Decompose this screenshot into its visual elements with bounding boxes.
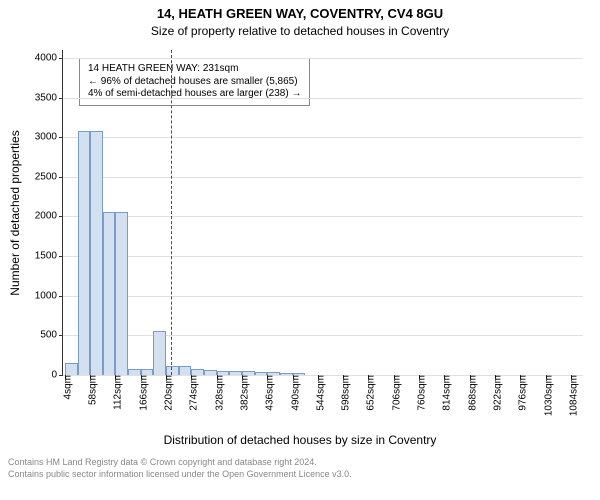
histogram-bar [179, 366, 192, 376]
histogram-bar [153, 331, 166, 375]
xtick-label: 166sqm [132, 375, 149, 411]
ytick-label: 2500 [35, 171, 63, 182]
annotation-line1: 14 HEATH GREEN WAY: 231sqm [88, 63, 301, 76]
gridline-h [63, 98, 583, 99]
footer-line1: Contains HM Land Registry data © Crown c… [8, 457, 352, 469]
gridline-h [63, 137, 583, 138]
annotation-line3: 4% of semi-detached houses are larger (2… [88, 88, 301, 101]
ytick-label: 1000 [35, 290, 63, 301]
y-axis-label: Number of detached properties [8, 130, 22, 295]
xtick-label: 274sqm [183, 375, 200, 411]
xtick-label: 4sqm [56, 375, 73, 399]
xtick-label: 328sqm [208, 375, 225, 411]
ytick-label: 500 [40, 330, 63, 341]
xtick-label: 220sqm [158, 375, 175, 411]
gridline-h [63, 177, 583, 178]
property-marker-line [171, 50, 172, 375]
histogram-bar [166, 366, 179, 376]
histogram-bar [78, 131, 91, 375]
ytick-label: 2000 [35, 211, 63, 222]
xtick-label: 814sqm [436, 375, 453, 411]
xtick-label: 1084sqm [562, 375, 579, 416]
ytick-label: 3000 [35, 132, 63, 143]
chart-title-line1: 14, HEATH GREEN WAY, COVENTRY, CV4 8GU [0, 6, 600, 21]
xtick-label: 58sqm [82, 375, 99, 405]
histogram-plot: 14 HEATH GREEN WAY: 231sqm ← 96% of deta… [62, 50, 583, 376]
attribution-footer: Contains HM Land Registry data © Crown c… [8, 457, 352, 480]
gridline-h [63, 58, 583, 59]
xtick-label: 382sqm [233, 375, 250, 411]
xtick-label: 598sqm [335, 375, 352, 411]
annotation-line2: ← 96% of detached houses are smaller (5,… [88, 76, 301, 89]
xtick-label: 436sqm [259, 375, 276, 411]
xtick-label: 868sqm [461, 375, 478, 411]
gridline-h [63, 335, 583, 336]
histogram-bar [103, 212, 116, 375]
histogram-bar [65, 363, 78, 375]
xtick-label: 652sqm [360, 375, 377, 411]
x-axis-label: Distribution of detached houses by size … [0, 433, 600, 447]
xtick-label: 760sqm [411, 375, 428, 411]
gridline-h [63, 256, 583, 257]
xtick-label: 922sqm [486, 375, 503, 411]
ytick-label: 4000 [35, 52, 63, 63]
xtick-label: 490sqm [284, 375, 301, 411]
xtick-label: 706sqm [385, 375, 402, 411]
xtick-label: 544sqm [309, 375, 326, 411]
footer-line2: Contains public sector information licen… [8, 469, 352, 481]
xtick-label: 112sqm [107, 375, 124, 410]
gridline-h [63, 216, 583, 217]
histogram-bar [115, 212, 128, 375]
xtick-label: 976sqm [512, 375, 529, 411]
ytick-label: 1500 [35, 251, 63, 262]
xtick-label: 1030sqm [537, 375, 554, 416]
chart-title-line2: Size of property relative to detached ho… [0, 24, 600, 38]
histogram-bar [90, 131, 103, 375]
ytick-label: 3500 [35, 92, 63, 103]
gridline-h [63, 296, 583, 297]
